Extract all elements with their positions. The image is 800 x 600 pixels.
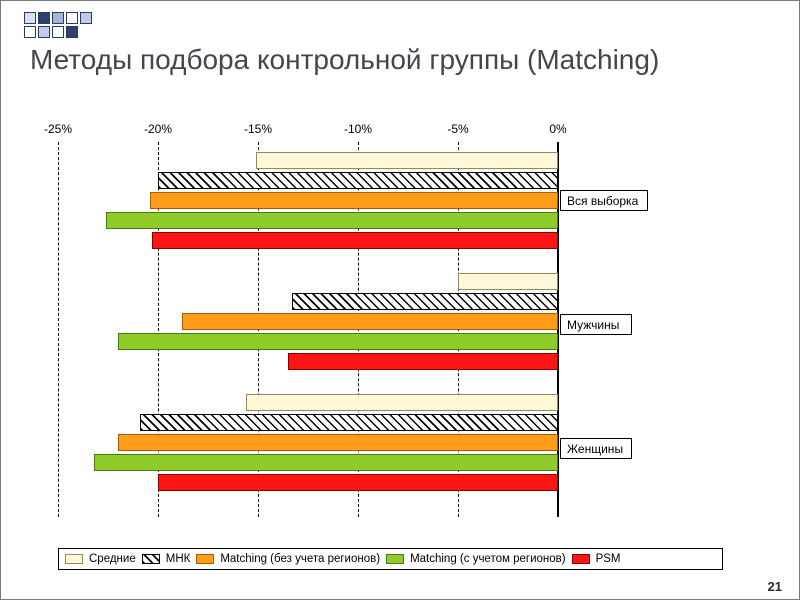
deco-square [52,12,64,24]
legend-label: Matching (без учета регионов) [220,553,380,565]
legend-swatch [65,554,83,564]
legend-label: PSM [596,553,621,565]
bar-match_r [118,333,558,350]
bar-match_r [94,454,558,471]
matching-chart: -25%-20%-15%-10%-5%0% Вся выборка Мужчины… [58,122,758,552]
bar-mnk [158,172,558,189]
deco-square [24,12,36,24]
x-tick-label: -15% [244,122,272,136]
legend-label: Средние [89,553,136,565]
deco-square [66,26,78,38]
slide-title: Методы подбора контрольной группы (Match… [30,44,659,76]
legend-swatch [196,554,214,564]
bar-match_nr [182,313,558,330]
legend-swatch [572,554,590,564]
page-number: 21 [768,579,782,594]
slide-deco [14,10,134,38]
bar-match_nr [150,192,558,209]
x-tick-label: -5% [447,122,468,136]
deco-square [24,26,36,38]
deco-square [38,12,50,24]
deco-square [52,26,64,38]
bar-sred [246,394,558,411]
gridline [558,142,559,517]
legend-swatch [142,554,160,564]
deco-square [80,12,92,24]
x-tick-label: -20% [144,122,172,136]
deco-square [38,26,50,38]
deco-square [66,12,78,24]
legend-label: Matching (с учетом регионов) [410,553,566,565]
x-tick-label: -25% [44,122,72,136]
category-label: Вся выборка [560,190,648,211]
chart-legend: Средние МНК Matching (без учета регионов) M… [58,548,723,570]
legend-swatch [386,554,404,564]
plot-area: -25%-20%-15%-10%-5%0% [58,142,558,517]
bar-mnk [140,414,558,431]
bar-psm [152,232,558,249]
bar-match_r [106,212,558,229]
bar-sred [458,273,558,290]
x-tick-label: -10% [344,122,372,136]
bar-mnk [292,293,558,310]
bar-match_nr [118,434,558,451]
category-label: Женщины [560,438,632,459]
bar-psm [158,474,558,491]
legend-label: МНК [166,553,191,565]
x-tick-label: 0% [549,122,566,136]
bar-psm [288,353,558,370]
category-label: Мужчины [560,314,632,335]
gridline [58,142,59,517]
bar-sred [256,152,558,169]
